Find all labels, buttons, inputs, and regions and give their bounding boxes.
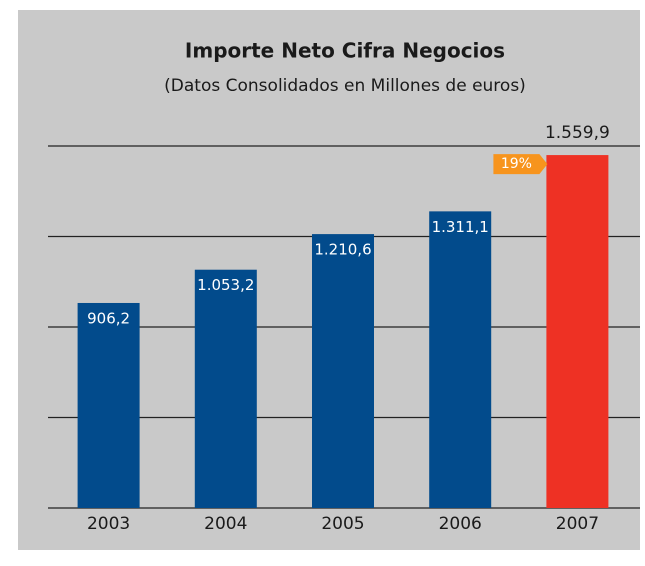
value-label: 906,2 (87, 309, 130, 327)
value-label: 1.053,2 (197, 276, 254, 294)
x-tick-label: 2007 (556, 514, 599, 534)
x-tick-label: 2003 (87, 514, 130, 534)
x-tick-label: 2006 (439, 514, 482, 534)
annotation-tag (493, 154, 548, 175)
bar (77, 302, 140, 508)
chart-subtitle: (Datos Consolidados en Millones de euros… (164, 76, 526, 96)
x-tick-label: 2004 (204, 514, 247, 534)
bar (312, 234, 374, 508)
bar (429, 211, 492, 508)
x-tick-label: 2005 (321, 514, 364, 534)
annotation: 19% (501, 156, 532, 172)
chart-title: Importe Neto Cifra Negocios (185, 39, 505, 63)
bar (546, 155, 609, 508)
value-label: 1.311,1 (432, 218, 489, 236)
bar (194, 269, 257, 508)
value-label: 1.559,9 (545, 123, 610, 143)
value-label: 1.210,6 (314, 241, 371, 259)
